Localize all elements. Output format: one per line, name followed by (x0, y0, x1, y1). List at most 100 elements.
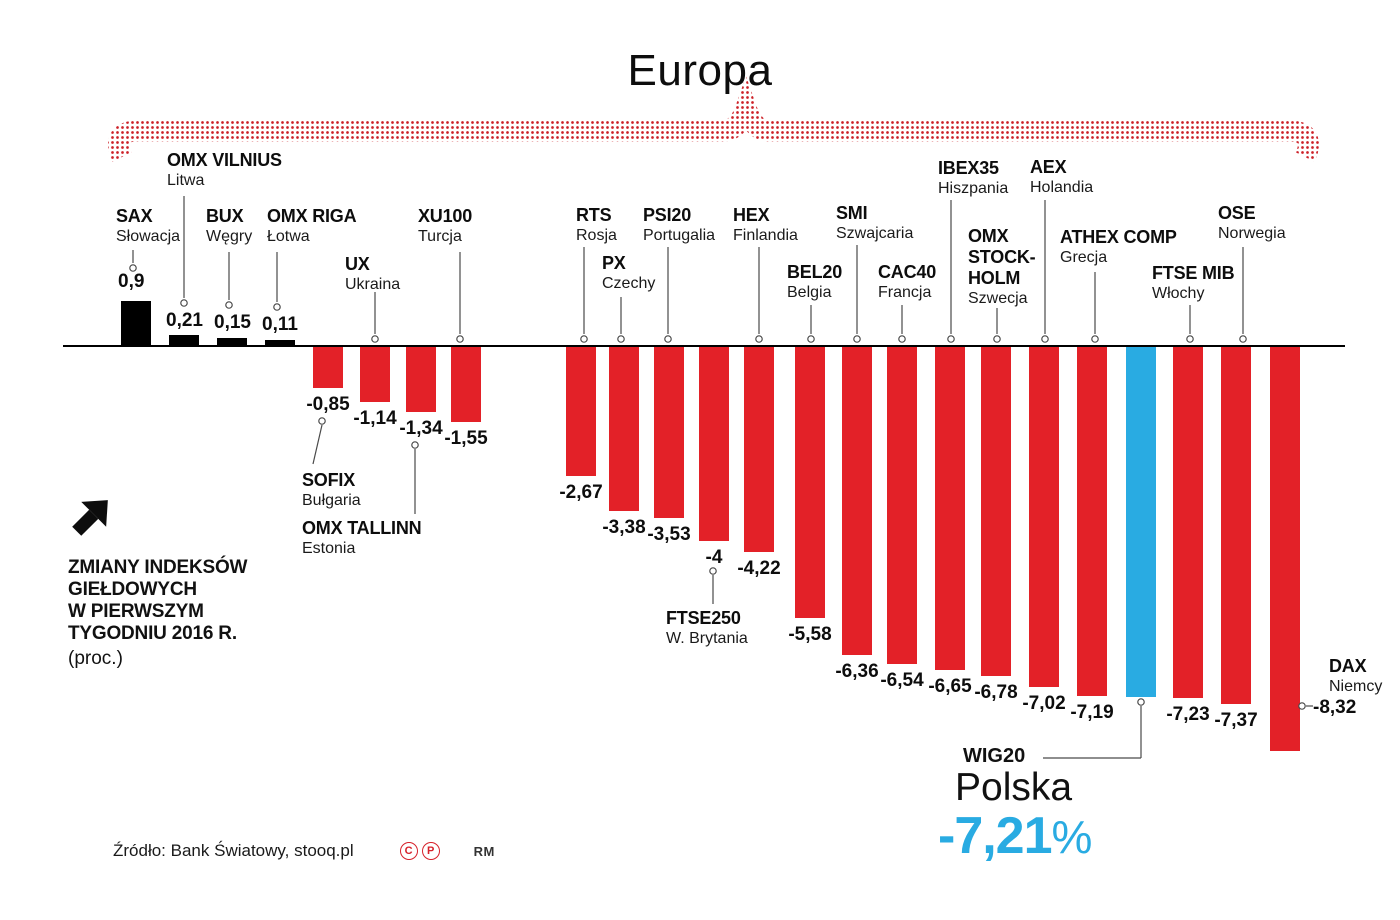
annotation-line: W PIERWSZYM (68, 601, 204, 622)
index-country: Węgry (206, 228, 253, 245)
index-country: Łotwa (267, 228, 310, 245)
bar-ibex35 (935, 347, 965, 670)
index-label-hex: HEX Finlandia (733, 205, 798, 246)
index-country: Bułgaria (302, 492, 361, 509)
percent-sign: % (1051, 811, 1093, 863)
index-label-dax: DAX Niemcy (1329, 656, 1382, 697)
index-label-px: PX Czechy (602, 253, 655, 294)
index-label-cac40: CAC40 Francja (878, 262, 936, 303)
value-label-aex: -7,02 (1022, 693, 1066, 714)
bar-ftse250 (699, 347, 729, 541)
index-label-bel20: BEL20 Belgia (787, 262, 842, 303)
bar-sofix (313, 347, 343, 388)
trend-arrow-icon (72, 500, 108, 536)
source-line: Źródło: Bank Światowy, stooq.pl C P RM (113, 841, 495, 861)
index-country: Holandia (1030, 179, 1094, 196)
index-name: PSI20 (643, 205, 692, 225)
index-name: STOCK- (968, 247, 1036, 267)
bar-ose (1221, 347, 1251, 704)
bar-omx-riga (265, 340, 295, 345)
index-label-sofix: SOFIX Bułgaria (302, 470, 361, 511)
bar-sax (121, 301, 151, 345)
annotation-unit: (proc.) (68, 648, 123, 669)
index-label-ftse250: FTSE250 W. Brytania (666, 608, 748, 649)
highlight-value-number: -7,21 (938, 807, 1053, 865)
value-label-smi: -6,36 (835, 661, 879, 682)
index-label-omx-riga: OMX RIGA Łotwa (267, 206, 357, 247)
bar-ftse-mib (1173, 347, 1203, 698)
index-name: BEL20 (787, 262, 843, 282)
value-label-hex: -4,22 (737, 558, 781, 579)
value-label-psi20: -3,53 (647, 524, 691, 545)
value-label-cac40: -6,54 (880, 670, 924, 691)
index-label-ftse-mib: FTSE MIB Włochy (1152, 263, 1235, 304)
index-country: Szwecja (968, 290, 1028, 307)
bar-xu100 (451, 347, 481, 422)
bar-wig20 (1126, 347, 1156, 697)
index-name: FTSE MIB (1152, 263, 1235, 283)
index-label-bux: BUX Węgry (206, 206, 252, 247)
value-label-px: -3,38 (602, 517, 646, 538)
value-label-omx-tallinn: -1,34 (399, 418, 443, 439)
index-label-psi20: PSI20 Portugalia (643, 205, 715, 246)
index-country: Hiszpania (938, 180, 1009, 197)
bar-athex (1077, 347, 1107, 696)
index-country: Norwegia (1218, 225, 1286, 242)
index-country: Francja (878, 284, 932, 301)
index-country: W. Brytania (666, 630, 748, 647)
index-name: HOLM (968, 268, 1021, 288)
highlight-index-label: WIG20 (963, 745, 1026, 767)
index-label-aex: AEX Holandia (1030, 157, 1093, 198)
highlight-country-label: Polska (955, 766, 1073, 809)
index-label-rts: RTS Rosja (576, 205, 617, 246)
value-label-sax: 0,9 (118, 271, 145, 292)
index-label-sax: SAX Słowacja (116, 206, 180, 247)
value-label-rts: -2,67 (559, 482, 603, 503)
bar-omx-stockholm (981, 347, 1011, 676)
credit-rm: RM (473, 843, 495, 859)
index-country: Estonia (302, 540, 356, 557)
bar-omx-vilnius (169, 335, 199, 345)
value-label-athex: -7,19 (1070, 702, 1114, 723)
index-name: CAC40 (878, 262, 937, 282)
annotation-line: GIEŁDOWYCH (68, 579, 197, 600)
index-country: Szwajcaria (836, 225, 914, 242)
index-name: OMX (968, 226, 1009, 246)
index-name: OSE (1218, 203, 1256, 223)
bar-aex (1029, 347, 1059, 687)
bar-bel20 (795, 347, 825, 618)
index-label-omx-vilnius: OMX VILNIUS Litwa (167, 150, 282, 191)
index-label-smi: SMI Szwajcaria (836, 203, 913, 244)
bar-px (609, 347, 639, 511)
bar-smi (842, 347, 872, 655)
bar-psi20 (654, 347, 684, 518)
value-label-ftse-mib: -7,23 (1166, 704, 1210, 725)
index-label-ux: UX Ukraina (345, 254, 400, 295)
index-label-xu100: XU100 Turcja (418, 206, 472, 247)
bar-omx-tallinn (406, 347, 436, 412)
index-name: UX (345, 254, 370, 274)
value-label-omx-stockholm: -6,78 (974, 682, 1018, 703)
index-name: OMX TALLINN (302, 518, 422, 538)
index-country: Słowacja (116, 228, 181, 245)
bar-bux (217, 338, 247, 345)
zero-axis-line (63, 345, 1345, 347)
index-country: Niemcy (1329, 678, 1383, 695)
value-label-ose: -7,37 (1214, 710, 1258, 731)
value-label-ibex35: -6,65 (928, 676, 972, 697)
index-country: Turcja (418, 228, 462, 245)
index-label-omx-stockholm: OMX STOCK- HOLM Szwecja (968, 226, 1036, 309)
index-label-ibex35: IBEX35 Hiszpania (938, 158, 1008, 199)
index-name: SAX (116, 206, 153, 226)
index-name: IBEX35 (938, 158, 999, 178)
bar-rts (566, 347, 596, 476)
value-label-xu100: -1,55 (444, 428, 488, 449)
bar-dax (1270, 347, 1300, 751)
index-name: BUX (206, 206, 244, 226)
index-country: Grecja (1060, 249, 1108, 266)
value-label-ftse250: -4 (705, 547, 723, 568)
value-label-ux: -1,14 (353, 408, 397, 429)
brace-dots-icon (108, 76, 1319, 162)
index-name: OMX RIGA (267, 206, 357, 226)
